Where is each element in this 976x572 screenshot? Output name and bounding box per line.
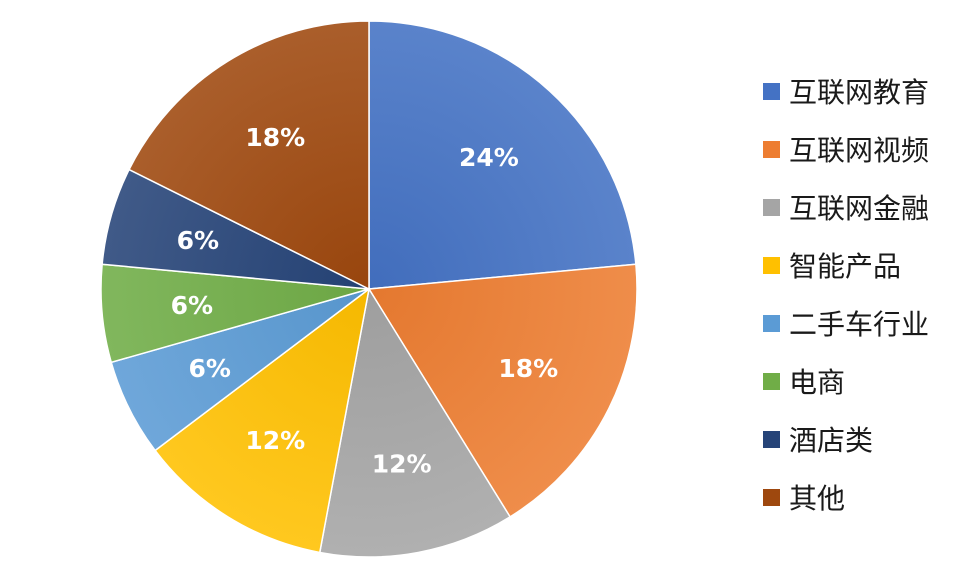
slice-1	[368, 20, 637, 290]
legend-item-8: 其他	[763, 468, 929, 526]
slice-8-data-label: 18%	[245, 123, 305, 152]
slice-3-data-label: 12%	[372, 450, 432, 479]
legend-label: 互联网教育	[789, 76, 930, 109]
legend-item-6: 电商	[763, 352, 929, 410]
legend-swatch	[763, 140, 780, 158]
legend-item-2: 互联网视频	[763, 120, 929, 178]
legend-label: 智能产品	[789, 250, 902, 283]
legend-item-7: 酒店类	[763, 410, 929, 468]
legend-swatch	[763, 314, 780, 332]
legend-swatch	[763, 430, 780, 448]
legend-swatch	[763, 488, 780, 506]
legend-swatch	[763, 372, 780, 390]
legend-item-5: 二手车行业	[763, 294, 929, 352]
slice-4-data-label: 12%	[245, 426, 305, 455]
legend-item-1: 互联网教育	[763, 62, 929, 120]
pie-data-labels: 24% 18% 12% 12% 6% 6% 6% 18%	[171, 123, 559, 478]
slice-1-data-label: 24%	[459, 143, 519, 172]
slice-7-data-label: 6%	[177, 226, 219, 255]
pie-slices	[100, 20, 638, 558]
legend-swatch	[763, 256, 780, 274]
legend-label: 电商	[789, 366, 846, 399]
slice-6-data-label: 6%	[171, 291, 213, 320]
slice-4	[154, 287, 371, 554]
slice-5-data-label: 6%	[188, 354, 230, 383]
legend-label: 其他	[789, 482, 846, 515]
legend-item-3: 互联网金融	[763, 178, 929, 236]
slice-3	[318, 286, 512, 558]
legend-label: 二手车行业	[789, 308, 930, 341]
chart-legend: 互联网教育互联网视频互联网金融智能产品二手车行业电商酒店类其他	[763, 62, 929, 526]
slice-2	[367, 263, 638, 518]
legend-label: 互联网金融	[789, 192, 930, 225]
slice-2-data-label: 18%	[498, 354, 558, 383]
slice-8	[128, 20, 370, 291]
legend-swatch	[763, 198, 780, 216]
legend-label: 互联网视频	[789, 134, 930, 167]
legend-swatch	[763, 82, 780, 100]
legend-label: 酒店类	[789, 424, 874, 457]
legend-item-4: 智能产品	[763, 236, 929, 294]
